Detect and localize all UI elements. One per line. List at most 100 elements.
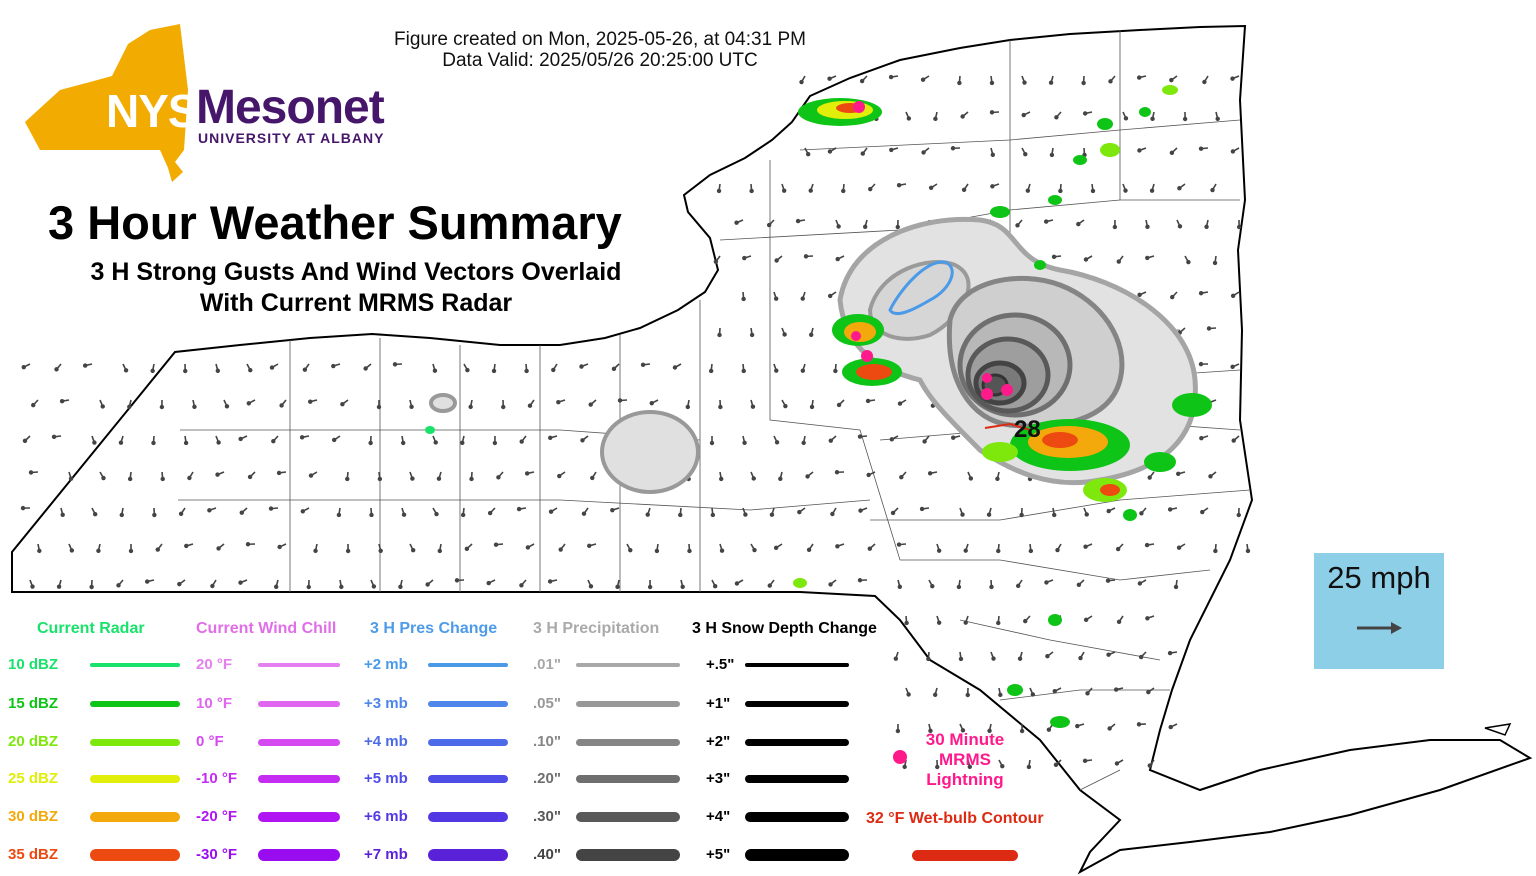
wind-vector-head (21, 364, 26, 370)
wind-vector-head (965, 692, 970, 698)
wind-vector-head (216, 440, 221, 445)
wind-vector-head (207, 508, 212, 513)
legend-title-snow: 3 H Snow Depth Change (692, 620, 877, 637)
wind-vector-head (59, 399, 65, 404)
wind-vector-head (719, 548, 725, 553)
wind-vector-head (1052, 512, 1057, 518)
legend-label: +3" (706, 770, 731, 787)
legend-label: 0 °F (196, 733, 224, 750)
wind-vector-head (1210, 187, 1215, 193)
wind-vector-head (743, 512, 748, 517)
wind-vector-head (371, 584, 377, 589)
wind-vector-head (1105, 578, 1111, 583)
wind-vector-head (1023, 151, 1028, 157)
legend-title-pres-change: 3 H Pres Change (370, 620, 498, 637)
wind-vector-head (69, 548, 75, 553)
wind-vector-head (31, 402, 36, 408)
wind-vector-head (1230, 76, 1235, 81)
wind-vector-head (906, 692, 911, 697)
wind-vector-head (410, 476, 415, 481)
wind-vector-head (525, 545, 531, 550)
wind-vector-head (376, 404, 382, 410)
legend-label: +7 mb (364, 846, 408, 863)
wind-vector-head (302, 367, 308, 372)
wind-vector-head (308, 473, 314, 478)
wind-vector-head (1136, 75, 1142, 80)
wind-vector-head (710, 512, 716, 518)
wind-vector-head (1198, 361, 1204, 367)
legend-label: +5" (706, 846, 731, 863)
wind-vector-head (889, 147, 894, 153)
wind-vector-head (1115, 546, 1121, 552)
wind-vector-head (116, 583, 121, 588)
wind-vector-head (127, 476, 133, 482)
wind-vector-head (717, 332, 722, 338)
wind-vector-head (801, 440, 806, 446)
legend-lightning-dot (893, 750, 907, 764)
wind-vector-head (920, 77, 926, 82)
wind-vector-head (835, 256, 840, 262)
wind-vector-head (118, 440, 124, 445)
wind-vector-head (1045, 654, 1050, 659)
wind-vector-head (454, 578, 460, 583)
wind-vector-head (1051, 254, 1057, 260)
lake-island-outline (1484, 723, 1512, 736)
wind-vector-head (769, 512, 775, 517)
wind-vector-head (155, 547, 160, 552)
wind-vector-head (827, 76, 832, 81)
wind-vector-head (990, 184, 995, 189)
wind-vector-head (398, 584, 403, 590)
wind-vector-head (524, 471, 530, 476)
legend-label: 25 dBZ (8, 770, 59, 787)
wind-vector-head (989, 110, 995, 115)
wind-vector-head (1147, 763, 1152, 768)
legend-label: -20 °F (196, 808, 238, 825)
legend-swatch-line (90, 849, 180, 861)
wind-vector-head (92, 440, 97, 445)
wind-vector-head (904, 620, 909, 626)
wind-vector-head (628, 547, 633, 553)
wind-vector-head (1052, 688, 1057, 694)
wind-vector-head (734, 581, 740, 586)
wind-vector-head (238, 580, 243, 585)
legend-label: +3 mb (364, 695, 408, 712)
wind-vector-head (1078, 655, 1083, 661)
wind-vector-head (685, 404, 690, 410)
wind-vector-head (808, 188, 813, 193)
wind-vector-head (827, 149, 833, 154)
wind-vector-head (857, 434, 863, 439)
wind-vector-head (672, 365, 678, 370)
wind-vector-head (919, 506, 925, 512)
legend-swatch-line (428, 774, 508, 784)
wind-vector-head (37, 548, 42, 554)
wind-vector-head (640, 362, 646, 368)
wind-vector-head (340, 402, 345, 407)
wind-vector-head (889, 437, 895, 442)
wind-vector-head (833, 368, 838, 374)
wind-vector-head (1028, 548, 1034, 554)
wind-vector-head (460, 512, 466, 518)
legend-label: +2" (706, 733, 731, 750)
legend-swatch-line (745, 701, 849, 707)
wind-vector-head (20, 505, 26, 511)
wind-vector-head (123, 368, 129, 373)
wind-vector-head (339, 584, 344, 590)
wind-vector-head (860, 151, 865, 156)
wind-vector-head (239, 510, 244, 515)
wind-vector-head (951, 435, 956, 440)
legend-swatch-line (428, 738, 508, 746)
wind-vector-head (1167, 650, 1173, 656)
wind-vector-head (774, 258, 779, 263)
wind-vector-head (896, 183, 902, 188)
wind-vector-head (645, 512, 650, 517)
wind-vector-head (836, 224, 841, 229)
wind-vector-head (96, 548, 101, 554)
wind-vector-head (1090, 188, 1096, 194)
pressure-contour (888, 260, 954, 316)
wind-vector-head (897, 401, 903, 406)
wind-vector-head (928, 728, 933, 734)
wind-vector-head (1169, 77, 1174, 83)
wind-vector-head (1055, 547, 1060, 553)
wind-vector-head (22, 438, 28, 444)
gust-value-label: 28 (1014, 416, 1041, 443)
